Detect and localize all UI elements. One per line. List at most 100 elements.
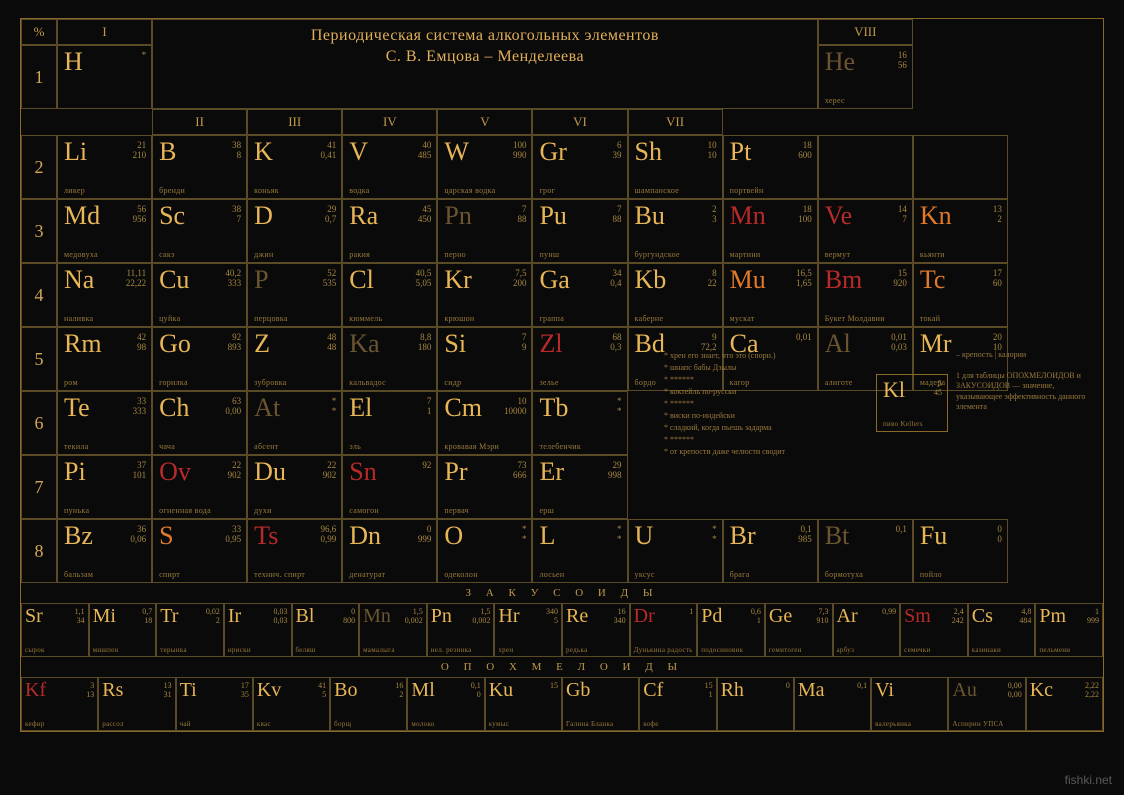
element-name: чача [159,442,175,451]
side-notes: * хрен его знает, что это (спорн.)* шнап… [664,350,864,458]
element-symbol: Rm [64,331,147,357]
element-name: Галина Бланка [566,720,613,728]
element-cell: Re16340редька [562,603,630,657]
element-nums: 92893 [228,332,242,353]
row-num: 3 [21,199,57,263]
main-grid: % I Периодическая система алкогольных эл… [21,19,1103,583]
element-nums: ** [522,524,527,545]
element-cell: Mu16,51,65мускат [723,263,818,327]
section-title-opohmeloidy: О П О Х М Е Л О И Д Ы [21,657,1103,677]
element-name: мускат [730,314,755,323]
blank [818,135,913,199]
element-name: терынка [160,646,187,654]
element-name: ликер [64,186,85,195]
element-name: мартини [730,250,761,259]
element-symbol: Cf [643,680,712,700]
element-nums: 52535 [323,268,337,289]
element-name: горилка [159,378,188,387]
element-name: пельмени [1039,646,1070,654]
title-line-1: Периодическая система алкогольных элемен… [311,27,659,44]
element-symbol: Sn [349,459,432,485]
element-symbol: B [159,139,242,165]
element-nums: 0,01 [796,332,812,342]
element-name: ириски [228,646,251,654]
element-cell: Cl40,55,05кюммель [342,263,437,327]
row-num: 4 [21,263,57,327]
element-name: сырок [25,646,45,654]
section-title-zakusoidy: З А К У С О И Д Ы [21,583,1103,603]
element-cell: Go92893горилка [152,327,247,391]
element-nums: 0,022 [206,607,220,625]
element-nums: 16,51,65 [796,268,812,289]
element-nums: 822 [708,268,717,289]
element-nums: 7,5200 [513,268,527,289]
element-cell: Te33333текила [57,391,152,455]
element-cell: Pm1999пельмени [1035,603,1103,657]
element-name: пиво Kellers [883,420,923,428]
element-nums: 680,3 [610,332,621,353]
element-name: вермут [825,250,851,259]
element-name: валерьянка [875,720,911,728]
element-nums: 96,60,99 [321,524,337,545]
element-name: зелье [539,378,558,387]
element-nums: 1999 [1087,607,1099,625]
element-nums: 0800 [343,607,355,625]
element-cell: B388бренди [152,135,247,199]
element-name: молоко [411,720,434,728]
element-cell: Ch630,00чача [152,391,247,455]
hdr-col-8: VIII [818,19,913,45]
element-cell: Ti1735чай [176,677,253,731]
element-name: беляш [296,646,316,654]
element-cell: Er29998ерш [532,455,627,519]
zakusoidy-grid: Sr1,134сырокMi0,718мишпенTr0,022терынкаI… [21,603,1103,657]
element-name: брага [730,570,750,579]
element-cell: Sn92самогон [342,455,437,519]
element-name: лосьен [539,570,564,579]
element-name: огненная вода [159,506,211,515]
element-name: Дунькина радость [634,646,693,654]
element-nums: 7,3910 [817,607,829,625]
blank [1008,135,1103,199]
element-cell: Ku15кумыс [485,677,562,731]
element-symbol: Ti [180,680,249,700]
element-nums: ** [617,524,622,545]
element-cell: GbГалина Бланка [562,677,639,731]
element-name: мишпен [93,646,119,654]
element-name: гемитоген [769,646,802,654]
element-cell: Ml0,10молоко [407,677,484,731]
element-nums: 639 [613,140,622,161]
element-cell: Ov22902огненная вода [152,455,247,519]
element-nums: 330,95 [225,524,241,545]
element-nums: 387 [232,204,241,225]
element-cell: Br0,1985брага [723,519,818,583]
element-symbol: Pu [539,203,622,229]
element-nums: 21210 [133,140,147,161]
element-cell: Pu788пунш [532,199,627,263]
element-nums: 147 [898,204,907,225]
element-nums: ** [712,524,717,545]
element-nums: 313 [86,681,94,699]
element-name: рассол [102,720,124,728]
element-cell: Pn1,50,002нел. резинка [427,603,495,657]
element-name: пунька [64,506,89,515]
element-symbol: Bo [334,680,403,700]
element-nums: 18600 [798,140,812,161]
element-nums: 71 [427,396,432,417]
blank [1008,519,1103,583]
element-nums: 388 [232,140,241,161]
element-nums: 0,000,00 [1008,681,1022,699]
element-name: абсент [254,442,278,451]
element-name: херес [825,96,845,105]
element-name: портвейн [730,186,764,195]
element-cell: Dn0999денатурат [342,519,437,583]
element-symbol: Dr [634,606,694,626]
element-symbol: Sh [635,139,718,165]
element-nums: 1656 [898,50,907,71]
element-name: цуйка [159,314,180,323]
element-name: технич. спирт [254,570,305,579]
element-name: духи [254,506,272,515]
element-cell: S330,95спирт [152,519,247,583]
element-cell: Rh0 [717,677,794,731]
watermark: fishki.net [1065,773,1112,787]
element-name: бургундское [635,250,680,259]
